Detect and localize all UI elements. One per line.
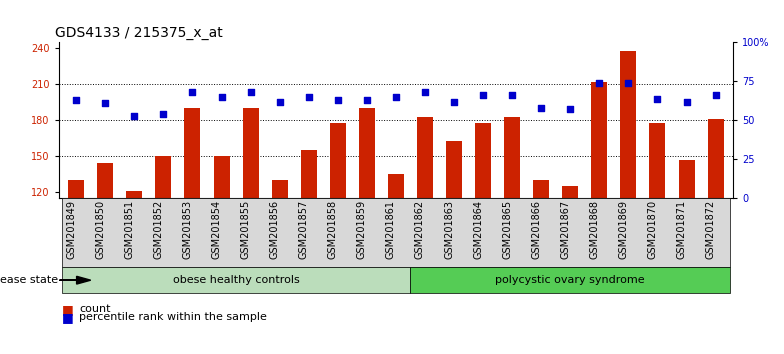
Bar xyxy=(475,123,491,336)
Text: obese healthy controls: obese healthy controls xyxy=(172,275,299,285)
Bar xyxy=(620,51,637,336)
Text: GSM201865: GSM201865 xyxy=(503,200,512,259)
Bar xyxy=(649,123,666,336)
Text: GSM201856: GSM201856 xyxy=(270,200,280,259)
Bar xyxy=(417,117,433,336)
Point xyxy=(564,107,576,112)
Bar xyxy=(68,180,84,336)
Text: GSM201862: GSM201862 xyxy=(415,200,425,259)
Point xyxy=(681,99,693,104)
Bar xyxy=(97,164,114,336)
Point xyxy=(157,111,169,117)
Bar xyxy=(330,123,346,336)
Bar xyxy=(359,108,375,336)
Text: GSM201872: GSM201872 xyxy=(706,200,716,259)
Point xyxy=(99,101,111,106)
Bar xyxy=(184,108,201,336)
Text: GDS4133 / 215375_x_at: GDS4133 / 215375_x_at xyxy=(56,26,223,40)
Bar xyxy=(708,119,724,336)
Bar xyxy=(678,160,695,336)
Text: GSM201863: GSM201863 xyxy=(444,200,454,259)
Text: GSM201866: GSM201866 xyxy=(532,200,541,259)
Text: GSM201850: GSM201850 xyxy=(96,200,105,259)
Bar xyxy=(533,180,550,336)
Text: GSM201855: GSM201855 xyxy=(241,200,251,259)
Text: polycystic ovary syndrome: polycystic ovary syndrome xyxy=(495,275,645,285)
Bar xyxy=(388,174,404,336)
Text: GSM201870: GSM201870 xyxy=(648,200,658,259)
Point xyxy=(622,80,635,86)
Text: GSM201859: GSM201859 xyxy=(357,200,367,259)
Text: GSM201852: GSM201852 xyxy=(154,200,163,259)
Point xyxy=(70,97,82,103)
Text: GSM201864: GSM201864 xyxy=(473,200,483,259)
Point xyxy=(332,97,344,103)
Bar xyxy=(242,108,259,336)
Text: GSM201858: GSM201858 xyxy=(328,200,338,259)
Point xyxy=(390,94,402,100)
Point xyxy=(303,94,315,100)
Bar xyxy=(504,117,520,336)
Bar xyxy=(591,82,608,336)
Point xyxy=(477,93,489,98)
Bar xyxy=(213,156,230,336)
Text: percentile rank within the sample: percentile rank within the sample xyxy=(79,312,267,322)
Text: GSM201868: GSM201868 xyxy=(590,200,599,259)
Point xyxy=(448,99,460,104)
Text: ■: ■ xyxy=(62,303,74,316)
Text: ■: ■ xyxy=(62,311,74,324)
Bar xyxy=(446,141,462,336)
Text: GSM201871: GSM201871 xyxy=(677,200,687,259)
Point xyxy=(361,97,373,103)
Text: GSM201867: GSM201867 xyxy=(561,200,570,259)
Text: disease state: disease state xyxy=(0,275,58,285)
Point xyxy=(535,105,547,111)
Point xyxy=(506,93,518,98)
Point xyxy=(710,93,722,98)
Bar xyxy=(272,180,288,336)
Point xyxy=(593,80,605,86)
Bar xyxy=(301,150,317,336)
Text: GSM201853: GSM201853 xyxy=(183,200,193,259)
Point xyxy=(419,90,431,95)
Point xyxy=(187,90,199,95)
Text: GSM201851: GSM201851 xyxy=(125,200,134,259)
Bar xyxy=(126,191,143,336)
Text: GSM201857: GSM201857 xyxy=(299,200,309,259)
Text: GSM201854: GSM201854 xyxy=(212,200,222,259)
Point xyxy=(216,94,228,100)
Point xyxy=(652,96,664,101)
Text: GSM201861: GSM201861 xyxy=(386,200,396,259)
Point xyxy=(128,113,140,119)
Point xyxy=(245,90,257,95)
Bar xyxy=(562,186,579,336)
Text: count: count xyxy=(79,304,111,314)
Text: GSM201869: GSM201869 xyxy=(619,200,629,259)
Bar xyxy=(155,156,172,336)
Text: GSM201849: GSM201849 xyxy=(66,200,76,259)
Point xyxy=(274,99,286,104)
